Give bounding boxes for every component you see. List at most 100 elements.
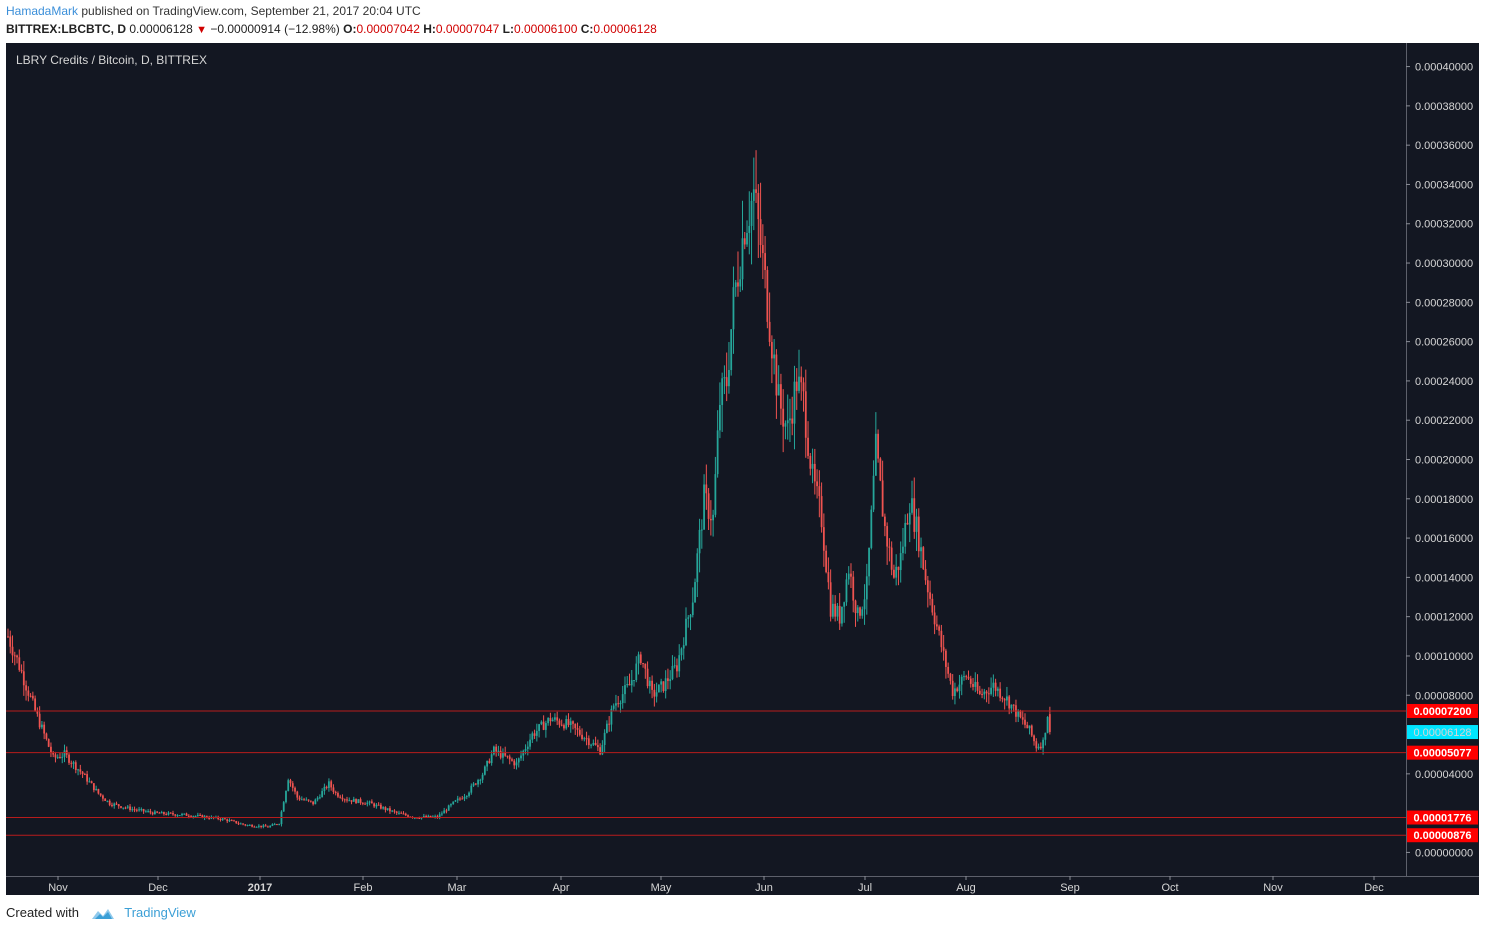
candle-body [495,746,498,752]
candle-body [246,824,249,826]
footer: Created with TradingView [6,905,196,921]
candle-body [108,800,111,805]
candle-body [443,810,446,814]
candle-body [811,463,814,469]
candle-body [721,378,724,405]
candle-body [768,321,771,342]
candle-body [657,684,660,693]
candle-body [355,798,357,804]
candle-body [619,702,622,705]
candle-body [102,795,104,799]
candle-body [850,573,852,577]
chart-area[interactable]: 0.00007200 0.00005077 0.00001776 0.00000876… [6,43,1479,895]
candle-body [56,756,59,758]
y-tick-label: 0.00028000 [1415,297,1473,309]
level-price-label: 0.00007200 [1413,706,1471,718]
candle-body [662,681,665,691]
candle-body [859,607,861,616]
candle-body [793,381,796,424]
candle-body [176,815,179,817]
candle-body [773,354,776,359]
candle-body [332,787,335,792]
candle-body [450,804,452,806]
candle-body [111,804,113,806]
level-price-label: 0.00001776 [1413,813,1471,825]
chart-svg[interactable]: 0.00007200 0.00005077 0.00001776 0.00000876… [6,43,1479,895]
candle-body [942,647,945,651]
candle-body [25,685,27,691]
tradingview-link[interactable]: TradingView [124,905,196,920]
candle-body [804,391,807,438]
candle-body [963,676,965,678]
candle-body [163,812,165,815]
candle-body [655,692,658,697]
candle-body [822,527,825,551]
y-tick-label: 0.00022000 [1415,415,1473,427]
candle-body [239,823,242,825]
candle-body [748,225,751,233]
candle-body [664,678,667,691]
candle-body [992,682,995,688]
candle-body [468,792,470,796]
candle-body [723,377,726,379]
candle-body [581,734,583,739]
candle-body [737,282,739,287]
candle-body [183,813,186,815]
candle-body [178,815,181,817]
candle-body [386,808,389,810]
candle-body [407,815,409,817]
candle-body [954,688,956,697]
candle-body [413,817,416,819]
candle-body [167,812,170,815]
y-tick-label: 0.00038000 [1415,101,1473,113]
candle-body [791,418,794,424]
candle-body [987,693,990,695]
low-value: 0.00006100 [513,22,578,36]
y-tick-label: 0.00034000 [1415,179,1473,191]
candle-body [34,698,37,711]
y-tick-label: 0.00008000 [1415,690,1473,702]
candle-body [1001,697,1004,700]
level-price-label: 0.00000876 [1413,830,1471,842]
candle-body [766,270,769,322]
candle-body [45,733,48,740]
candle-body [233,820,235,822]
candle-body [583,738,586,740]
candle-body [895,566,898,578]
candle-body [59,756,61,758]
candle-body [330,781,333,788]
candle-body [133,809,136,811]
candle-body [140,809,143,811]
y-tick-label: 0.00024000 [1415,376,1473,388]
candle-body [126,806,129,808]
candle-body [27,690,30,696]
candle-body [929,592,931,599]
candle-body [361,802,364,804]
candle-body [617,703,620,705]
candle-body [300,799,303,801]
candle-body [488,760,491,764]
candle-body [972,683,974,687]
candle-body [960,676,963,685]
author-link[interactable]: HamadaMark [6,4,79,18]
candle-body [856,607,859,614]
candle-body [590,744,592,746]
candle-body [816,481,818,487]
candle-body [621,694,624,703]
candle-body [13,655,16,657]
candle-body [1044,732,1047,740]
candle-body [490,754,493,764]
candle-body [818,486,821,497]
candle-body [752,189,755,201]
candle-body [511,759,513,761]
candle-body [832,603,834,617]
candle-body [770,341,773,359]
candle-body [947,666,950,674]
level-price-tag [1407,810,1478,825]
candle-body [41,724,43,728]
candle-body [429,815,432,818]
candle-body [908,512,911,525]
candle-body [707,493,710,519]
candle-body [725,377,728,387]
candle-body [20,669,23,672]
